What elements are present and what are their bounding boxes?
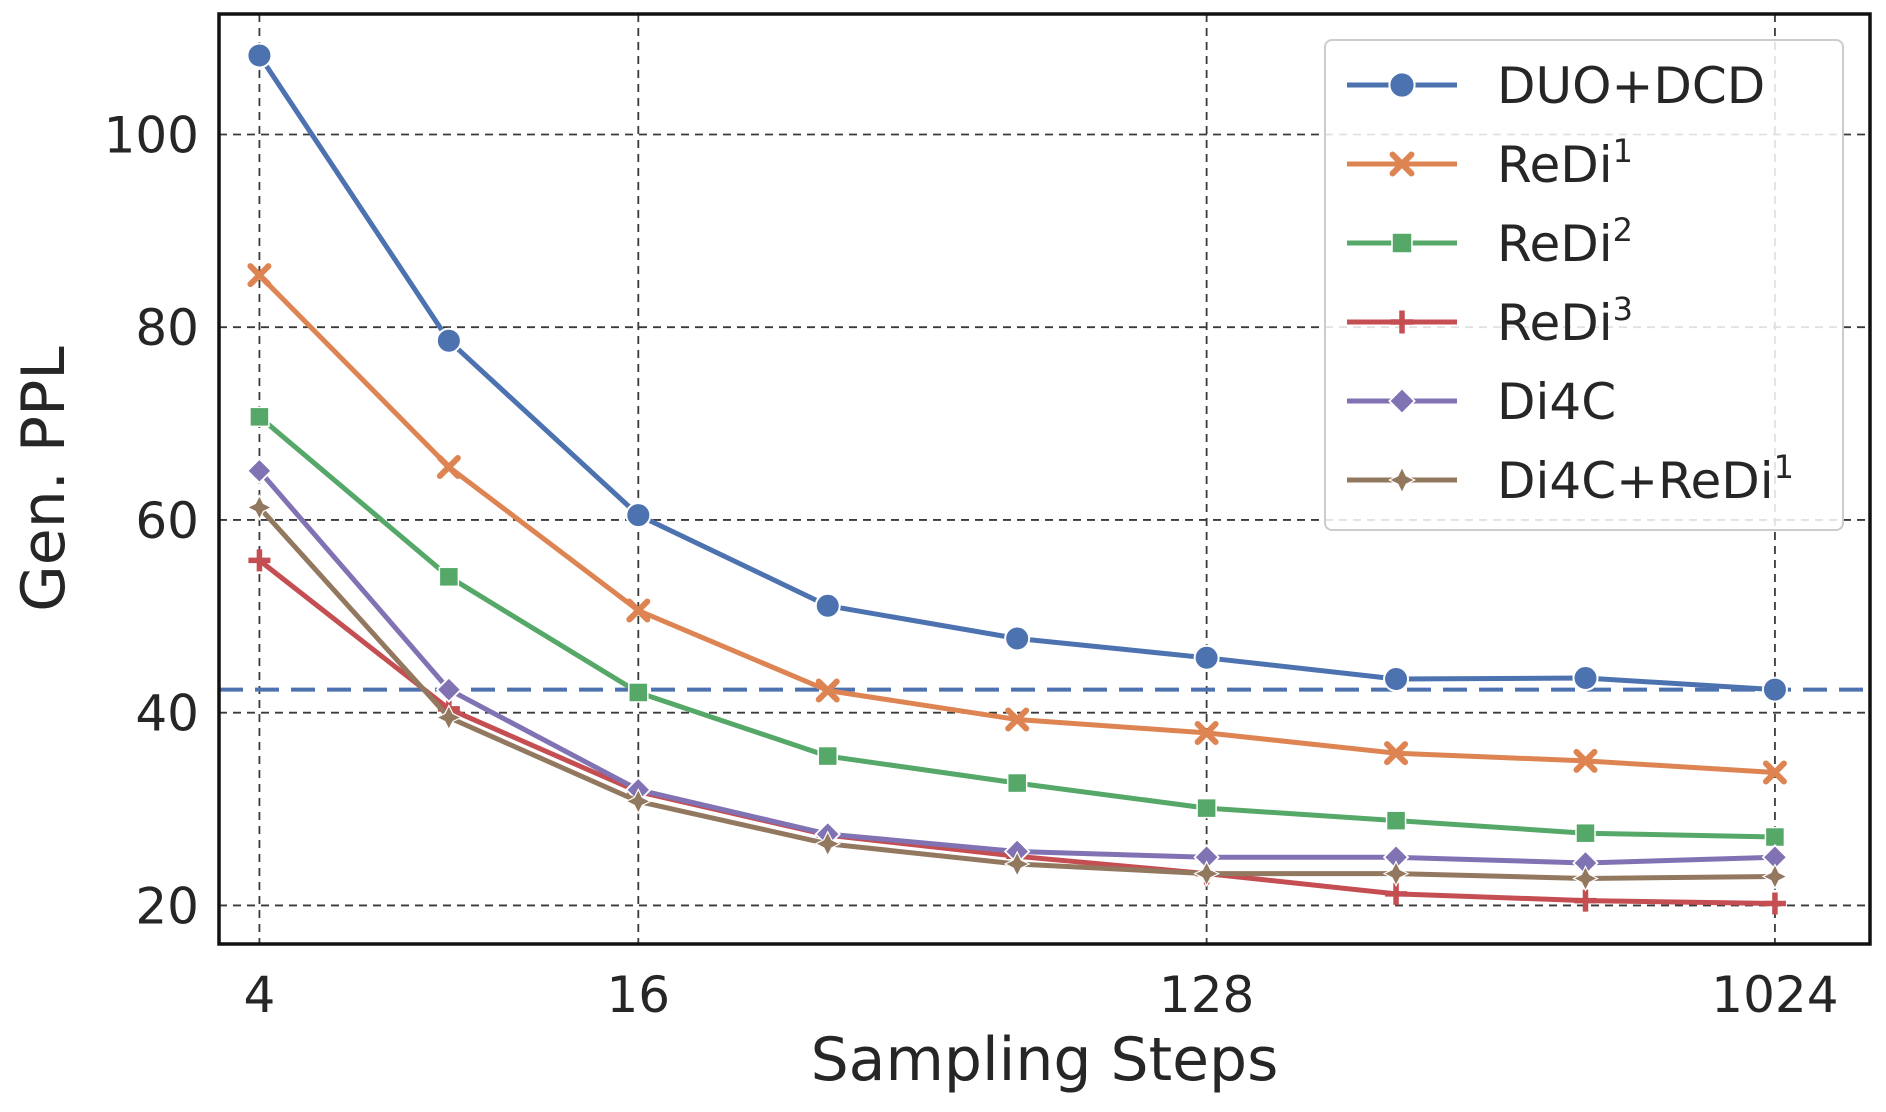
tick-labels: 4 16 128 1024 20 40 60 80 100 <box>104 106 1839 1024</box>
data-point <box>1385 810 1407 831</box>
data-point <box>246 494 273 521</box>
legend-label: DUO+DCD <box>1497 57 1765 115</box>
legend-label-text: ReDi <box>1497 136 1613 194</box>
y-tick-label: 60 <box>135 492 199 550</box>
x-tick-label: 128 <box>1159 966 1254 1024</box>
data-point <box>1764 826 1786 848</box>
data-point <box>1193 860 1220 887</box>
data-point <box>814 592 841 619</box>
legend-item: DUO+DCD <box>1347 57 1765 115</box>
data-point <box>1006 772 1028 794</box>
data-point <box>248 549 271 572</box>
data-point <box>626 598 651 623</box>
x-tick-label: 1024 <box>1711 966 1838 1024</box>
legend-marker <box>1388 71 1416 99</box>
data-point <box>1003 850 1031 878</box>
legend-marker <box>1388 387 1416 415</box>
y-tick-label: 20 <box>135 877 199 935</box>
data-point <box>1573 748 1598 773</box>
data-point <box>1572 665 1599 692</box>
legend-label-superscript: 1 <box>1613 132 1633 170</box>
legend-item: ReDi2 <box>1347 211 1633 273</box>
data-point <box>247 263 272 288</box>
data-point <box>624 788 652 815</box>
series-duo-dcd <box>246 42 1788 703</box>
data-point <box>1382 860 1410 887</box>
data-point <box>1005 707 1030 732</box>
legend-item: ReDi3 <box>1347 290 1633 352</box>
data-point <box>438 566 460 588</box>
legend-label-text: ReDi <box>1497 294 1613 352</box>
data-point <box>246 42 273 69</box>
data-point <box>1763 892 1786 915</box>
data-point <box>1761 676 1788 703</box>
legend-marker <box>1389 151 1415 177</box>
data-point <box>435 327 462 354</box>
legend-label-superscript: 1 <box>1774 448 1794 486</box>
data-point <box>1572 865 1599 892</box>
legend-label-superscript: 3 <box>1613 290 1633 328</box>
x-tick-label: 4 <box>244 966 276 1024</box>
data-point <box>249 406 270 428</box>
y-tick-label: 100 <box>104 106 199 164</box>
data-point <box>1574 889 1597 912</box>
series-layer <box>246 42 1789 915</box>
data-point <box>625 502 652 529</box>
data-point <box>246 457 273 485</box>
series-redi1 <box>247 263 1787 785</box>
data-point <box>1761 863 1789 890</box>
legend-item: Di4C <box>1347 373 1616 431</box>
data-point <box>435 704 463 731</box>
series-redi2 <box>249 406 1786 848</box>
data-point <box>1383 665 1410 692</box>
data-point <box>436 454 461 479</box>
legend-label: ReDi2 <box>1497 211 1633 273</box>
legend-marker <box>1390 310 1414 334</box>
legend-label-text: Di4C <box>1497 373 1616 431</box>
y-axis-label: Gen. PPL <box>9 346 79 612</box>
plot-frame <box>217 12 1872 946</box>
legend-label-text: DUO+DCD <box>1497 57 1765 115</box>
data-point <box>435 676 463 703</box>
legend-label: Di4C+ReDi1 <box>1497 448 1794 510</box>
legend-marker <box>1391 232 1413 254</box>
data-point <box>815 678 840 703</box>
legend-marker <box>1388 466 1416 494</box>
data-point <box>817 745 838 767</box>
legend-label-text: ReDi <box>1497 215 1613 273</box>
legend-label: ReDi1 <box>1497 132 1633 194</box>
series-di4c-redi1 <box>246 494 1789 892</box>
data-point <box>1575 822 1596 844</box>
series-line <box>256 504 1778 881</box>
x-tick-label: 16 <box>606 966 670 1024</box>
legend-label-superscript: 2 <box>1613 211 1633 249</box>
x-axis-label: Sampling Steps <box>811 1025 1279 1095</box>
data-point <box>814 830 842 858</box>
data-point <box>1193 644 1220 671</box>
legend-item: Di4C+ReDi1 <box>1347 448 1794 510</box>
data-point <box>1194 720 1219 745</box>
y-tick-label: 80 <box>135 299 199 357</box>
data-point <box>628 682 649 703</box>
data-point <box>1196 797 1217 819</box>
legend-item: ReDi1 <box>1347 132 1633 194</box>
data-point <box>1384 741 1409 766</box>
legend-label-text: Di4C+ReDi <box>1497 452 1774 510</box>
y-tick-label: 40 <box>135 685 199 743</box>
data-point <box>1004 625 1031 652</box>
data-point <box>1762 760 1787 785</box>
legend-label: ReDi3 <box>1497 290 1633 352</box>
legend-label: Di4C <box>1497 373 1616 431</box>
